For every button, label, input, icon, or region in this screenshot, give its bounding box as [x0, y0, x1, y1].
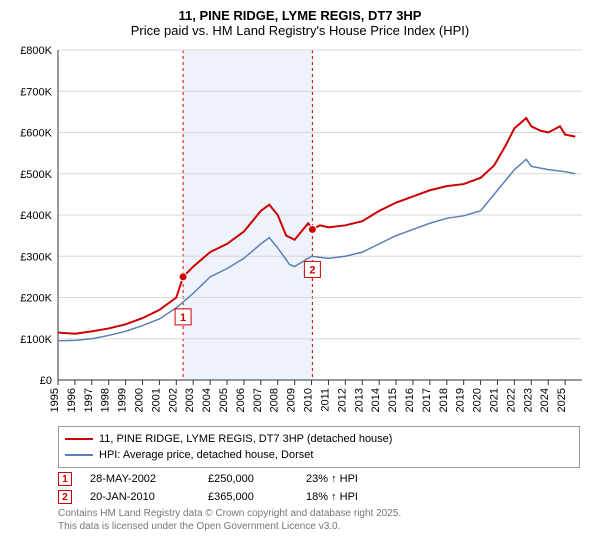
y-tick-label: £700K: [20, 86, 52, 98]
x-tick-label: 1999: [117, 388, 129, 412]
footnote-line1: Contains HM Land Registry data © Crown c…: [58, 508, 580, 521]
chart-area: £0 £100K £200K £300K £400K £500K £600K £700K £80…: [0, 42, 600, 422]
event-marker-label: 1: [180, 312, 186, 324]
x-tick-label: 1997: [83, 388, 95, 412]
x-tick-label: 1995: [49, 388, 61, 412]
x-tick-label: 2005: [218, 388, 230, 412]
event-date: 20-JAN-2010: [90, 491, 190, 503]
x-tick-label: 2000: [134, 388, 146, 412]
x-tick-label: 2018: [438, 388, 450, 412]
x-tick-label: 2004: [201, 388, 213, 412]
x-tick-label: 2006: [235, 388, 247, 412]
y-tick-label: £100K: [20, 334, 52, 346]
series-line: [58, 159, 575, 341]
x-tick-label: 2019: [455, 388, 467, 412]
event-row: 2 20-JAN-2010 £365,000 18% ↑ HPI: [58, 488, 580, 506]
legend-row: 11, PINE RIDGE, LYME REGIS, DT7 3HP (det…: [65, 431, 573, 447]
legend-label: HPI: Average price, detached house, Dors…: [99, 449, 313, 461]
x-tick-label: 2001: [150, 388, 162, 412]
x-tick-label: 2015: [387, 388, 399, 412]
x-tick-label: 2016: [404, 388, 416, 412]
y-tick-label: £400K: [20, 210, 52, 222]
x-tick-label: 2002: [167, 388, 179, 412]
legend: 11, PINE RIDGE, LYME REGIS, DT7 3HP (det…: [58, 426, 580, 468]
x-tick-label: 2010: [303, 388, 315, 412]
y-tick-label: £300K: [20, 251, 52, 263]
x-tick-label: 2017: [421, 388, 433, 412]
x-tick-label: 2022: [505, 388, 517, 412]
x-tick-label: 2025: [556, 388, 568, 412]
x-tick-label: 2003: [184, 388, 196, 412]
x-tick-label: 2011: [319, 388, 331, 412]
x-tick-label: 1996: [66, 388, 78, 412]
event-marker: 2: [58, 490, 72, 504]
event-row: 1 28-MAY-2002 £250,000 23% ↑ HPI: [58, 470, 580, 488]
event-delta: 18% ↑ HPI: [306, 491, 386, 503]
event-price: £250,000: [208, 473, 288, 485]
x-tick-label: 2009: [286, 388, 298, 412]
x-tick-label: 2012: [336, 388, 348, 412]
title-line1: 11, PINE RIDGE, LYME REGIS, DT7 3HP: [4, 8, 596, 23]
event-date: 28-MAY-2002: [90, 473, 190, 485]
footnote-line2: This data is licensed under the Open Gov…: [58, 521, 580, 534]
chart-title-block: 11, PINE RIDGE, LYME REGIS, DT7 3HP Pric…: [0, 0, 600, 42]
footnote: Contains HM Land Registry data © Crown c…: [58, 508, 580, 533]
event-delta: 23% ↑ HPI: [306, 473, 386, 485]
y-tick-label: £0: [40, 375, 52, 387]
y-tick-label: £600K: [20, 128, 52, 140]
x-tick-label: 2020: [472, 388, 484, 412]
x-tick-label: 2013: [353, 388, 365, 412]
y-tick-label: £500K: [20, 169, 52, 181]
y-tick-label: £200K: [20, 293, 52, 305]
x-tick-label: 2023: [522, 388, 534, 412]
line-chart: £0 £100K £200K £300K £400K £500K £600K £700K £80…: [0, 42, 600, 422]
x-tick-label: 2024: [539, 388, 551, 412]
event-marker: 1: [58, 472, 72, 486]
legend-label: 11, PINE RIDGE, LYME REGIS, DT7 3HP (det…: [99, 433, 392, 445]
title-line2: Price paid vs. HM Land Registry's House …: [4, 23, 596, 38]
x-tick-label: 1998: [100, 388, 112, 412]
legend-row: HPI: Average price, detached house, Dors…: [65, 447, 573, 463]
event-marker-label: 2: [309, 264, 315, 276]
y-tick-label: £800K: [20, 45, 52, 57]
x-tick-label: 2007: [252, 388, 264, 412]
x-tick-label: 2008: [269, 388, 281, 412]
x-tick-label: 2014: [370, 388, 382, 412]
event-price: £365,000: [208, 491, 288, 503]
legend-swatch: [65, 454, 93, 456]
series-line: [58, 118, 575, 334]
x-tick-label: 2021: [488, 388, 500, 412]
event-table: 1 28-MAY-2002 £250,000 23% ↑ HPI 2 20-JAN-201…: [58, 470, 580, 506]
legend-swatch: [65, 438, 93, 440]
